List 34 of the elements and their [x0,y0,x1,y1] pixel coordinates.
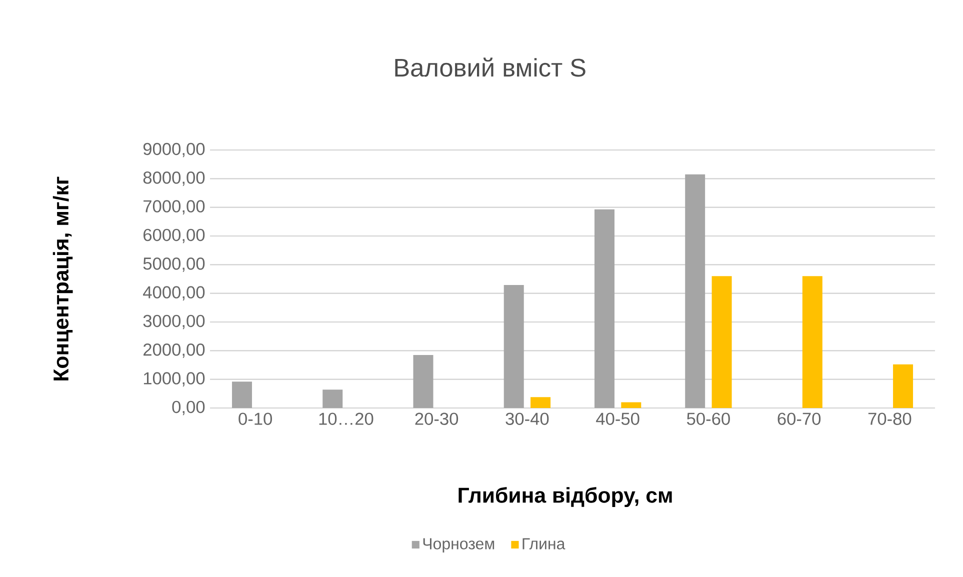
chart-title: Валовий вміст S [395,58,586,77]
bar [712,276,732,408]
bar [232,382,252,408]
y-tick-label: 6000,00 [144,228,205,244]
x-tick-label: 50-60 [686,412,730,425]
y-tick-label: 0,00 [172,400,205,416]
x-tick-label: 10…20 [319,412,374,425]
y-tick-label: 8000,00 [143,171,205,186]
y-tick-label: 7000,00 [144,200,205,214]
x-tick-label: 0-10 [238,412,272,425]
bar [322,390,343,408]
x-tick-label: 20-30 [415,412,458,425]
bar [685,174,706,408]
y-tick-label: 1000,00 [144,372,205,386]
y-tick-label: 9000,00 [143,142,205,158]
bar [413,354,434,408]
legend-label: Глина [522,538,566,550]
x-tick-label: 30-40 [506,412,549,425]
bar [893,364,914,408]
legend-label: Чорнозем [423,538,494,553]
bar [504,285,524,408]
x-tick-label: 60-70 [778,412,821,425]
y-tick-label: 2000,00 [144,343,205,358]
y-axis-title: Концентрація, мг/кг [52,176,73,380]
y-tick-label: 4000,00 [143,286,205,300]
y-tick-label: 5000,00 [143,257,205,272]
x-axis-title: Глибина відбору, см [458,486,672,508]
y-tick-label: 3000,00 [143,314,205,330]
bar [802,276,822,408]
x-tick-label: 40-50 [596,412,640,425]
bar [621,402,642,408]
x-tick-label: 70-80 [868,412,912,425]
bar [594,209,614,408]
bar [530,397,551,408]
